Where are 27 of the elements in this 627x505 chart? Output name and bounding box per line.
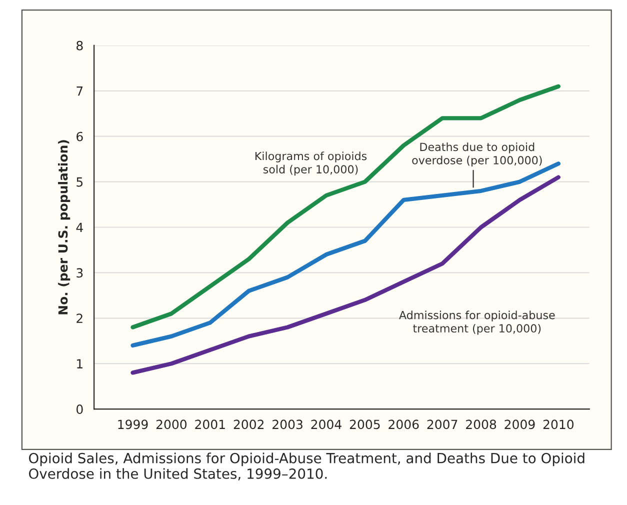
x-tick-label: 2001 bbox=[195, 420, 225, 430]
text: Admissions for opioid-abuse treatment (per 10,000) bbox=[399, 310, 555, 335]
y-tick-label: 1 bbox=[77, 359, 82, 368]
series-label: Deaths due to opioid overdose (per 100,000) bbox=[412, 142, 542, 167]
series-label: Kilograms of opioids sold (per 10,000) bbox=[255, 152, 367, 176]
x-tick-label: 2003 bbox=[272, 420, 302, 430]
x-tick-label: 2004 bbox=[311, 420, 342, 430]
x-tick-label: 2008 bbox=[466, 420, 496, 430]
y-axis-title: No. (per U.S. population) bbox=[58, 140, 70, 314]
y-tick-label: 0 bbox=[76, 404, 83, 414]
y-tick-label: 5 bbox=[76, 177, 83, 187]
x-tick-label: 2007 bbox=[427, 420, 458, 430]
text: Opioid Sales, Admissions for Opioid-Abuse Treatment, and Deaths Due to Opioid Overdose in the United States, 1999–2010. bbox=[28, 452, 584, 480]
y-tick-label: 8 bbox=[76, 40, 83, 50]
y-tick-label: 2 bbox=[76, 314, 82, 323]
y-tick-label: 3 bbox=[76, 268, 83, 278]
y-tick-label: 7 bbox=[76, 86, 83, 96]
x-tick-label: 1999 bbox=[118, 420, 148, 430]
y-tick-label: 4 bbox=[76, 222, 83, 232]
x-tick-label: 2000 bbox=[156, 420, 187, 430]
x-tick-label: 2002 bbox=[234, 420, 264, 430]
x-tick-label: 2005 bbox=[350, 420, 380, 430]
x-tick-label: 2009 bbox=[504, 420, 535, 430]
y-tick-label: 6 bbox=[76, 132, 83, 142]
x-tick-label: 2006 bbox=[388, 420, 419, 430]
line-series bbox=[130, 175, 561, 375]
x-tick-label: 2010 bbox=[543, 420, 574, 430]
